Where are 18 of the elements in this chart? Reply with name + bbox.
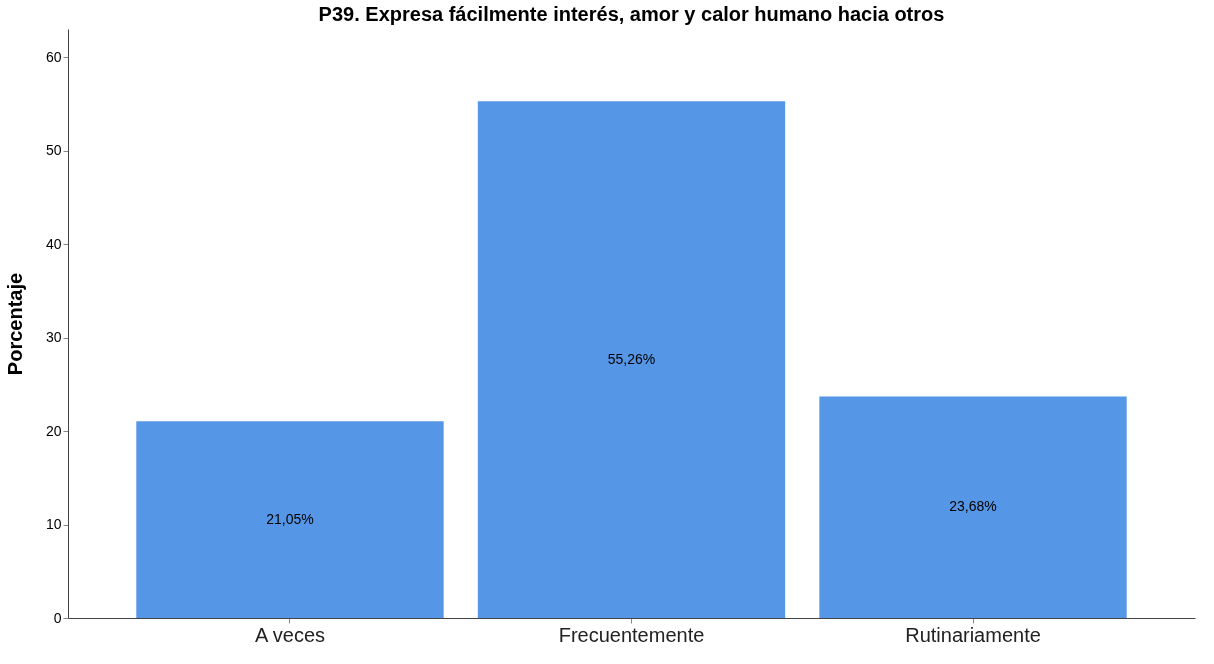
- data-label: 23,68%: [949, 498, 997, 515]
- bar: [819, 396, 1127, 618]
- x-tick-label: Frecuentemente: [558, 623, 705, 646]
- bar: [136, 421, 444, 618]
- x-tick-label: Rutinariamente: [905, 623, 1041, 646]
- data-label: 21,05%: [266, 510, 314, 527]
- chart-title: P39. Expresa fácilmente interés, amor y calor humano hacia otros: [318, 3, 945, 25]
- x-tick-label: A veces: [254, 623, 326, 646]
- data-label: 55,26%: [607, 350, 656, 367]
- y-tick-label: 50: [45, 142, 62, 159]
- y-tick-label: 40: [45, 235, 62, 252]
- bar: [477, 101, 786, 618]
- y-tick-label: 10: [45, 516, 62, 533]
- y-tick-label: 0: [53, 609, 62, 626]
- y-tick-label: 20: [45, 422, 62, 439]
- y-tick-label: 60: [45, 48, 62, 65]
- y-axis-title: Porcentaje: [3, 272, 26, 376]
- y-tick-label: 30: [45, 329, 62, 346]
